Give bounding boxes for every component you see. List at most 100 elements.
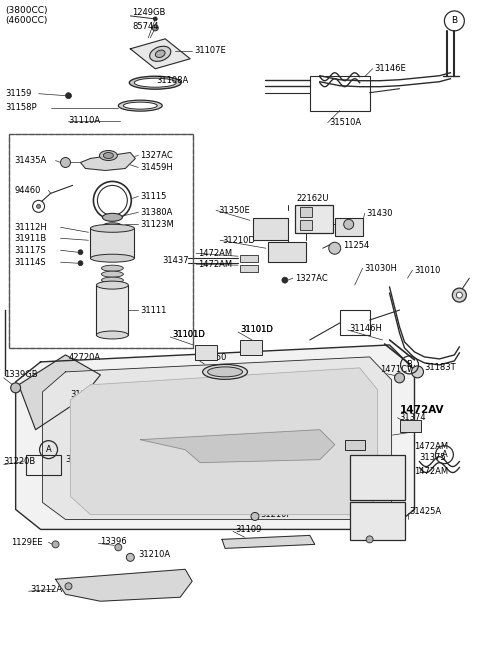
Ellipse shape bbox=[207, 367, 242, 377]
Circle shape bbox=[52, 541, 59, 548]
Bar bbox=[350, 503, 405, 541]
Bar bbox=[25, 455, 60, 474]
Bar bbox=[300, 220, 312, 231]
Text: 31350E: 31350E bbox=[218, 206, 250, 215]
Bar bbox=[240, 265, 258, 272]
Text: 31159: 31159 bbox=[6, 89, 32, 98]
Text: 31380A: 31380A bbox=[140, 208, 173, 217]
Ellipse shape bbox=[90, 254, 134, 262]
Bar bbox=[268, 242, 306, 262]
Text: 31123M: 31123M bbox=[140, 220, 174, 229]
Circle shape bbox=[411, 366, 423, 378]
Text: 31101E: 31101E bbox=[71, 390, 102, 399]
Text: 1339GB: 1339GB bbox=[4, 371, 37, 379]
Text: 1472AM: 1472AM bbox=[415, 442, 449, 451]
Polygon shape bbox=[222, 535, 315, 549]
Text: 31101D: 31101D bbox=[240, 325, 273, 334]
Text: 31425A: 31425A bbox=[409, 507, 442, 516]
Text: 1472AK: 1472AK bbox=[320, 430, 352, 439]
Polygon shape bbox=[56, 570, 192, 601]
Ellipse shape bbox=[99, 150, 117, 160]
Ellipse shape bbox=[134, 78, 176, 87]
Ellipse shape bbox=[150, 46, 171, 61]
Text: 31101D: 31101D bbox=[172, 330, 205, 340]
Text: 31150: 31150 bbox=[200, 353, 227, 363]
Text: 31111: 31111 bbox=[140, 306, 167, 315]
Text: 1129AC: 1129AC bbox=[360, 527, 392, 536]
Text: 31220B: 31220B bbox=[4, 457, 36, 466]
Text: 13396: 13396 bbox=[100, 537, 127, 546]
Text: A: A bbox=[46, 445, 51, 454]
Text: 31437: 31437 bbox=[162, 256, 189, 265]
Text: 31107E: 31107E bbox=[194, 46, 226, 55]
Text: B: B bbox=[407, 361, 412, 369]
Bar bbox=[340, 310, 370, 335]
Text: 1472AM: 1472AM bbox=[415, 467, 449, 476]
Circle shape bbox=[78, 250, 83, 255]
Ellipse shape bbox=[96, 331, 128, 339]
Ellipse shape bbox=[101, 265, 123, 271]
Bar bbox=[240, 255, 258, 262]
Circle shape bbox=[344, 219, 354, 229]
Bar bbox=[295, 206, 333, 233]
Text: 31430: 31430 bbox=[367, 209, 393, 218]
Circle shape bbox=[456, 292, 462, 298]
Text: 31435A: 31435A bbox=[15, 156, 47, 165]
Text: 31375: 31375 bbox=[420, 453, 446, 462]
Text: 94460: 94460 bbox=[15, 186, 41, 195]
Ellipse shape bbox=[103, 223, 121, 228]
Bar bbox=[310, 76, 370, 110]
Text: 31158P: 31158P bbox=[6, 103, 37, 112]
Circle shape bbox=[152, 25, 158, 31]
Text: 31117S: 31117S bbox=[15, 246, 47, 255]
Ellipse shape bbox=[101, 271, 123, 277]
Text: 1327AC: 1327AC bbox=[140, 151, 173, 160]
Bar bbox=[300, 208, 312, 217]
Bar bbox=[350, 455, 405, 499]
Text: B: B bbox=[451, 16, 457, 26]
Ellipse shape bbox=[129, 76, 181, 89]
Text: 31101D: 31101D bbox=[240, 325, 273, 334]
Text: 31210A: 31210A bbox=[138, 550, 170, 559]
Text: 85744: 85744 bbox=[132, 22, 159, 32]
Text: (4600CC): (4600CC) bbox=[6, 16, 48, 26]
Text: 31459H: 31459H bbox=[140, 163, 173, 172]
Polygon shape bbox=[71, 368, 378, 514]
Text: 31112H: 31112H bbox=[15, 223, 48, 232]
Bar bbox=[335, 218, 363, 237]
Circle shape bbox=[36, 204, 41, 208]
Ellipse shape bbox=[102, 214, 122, 221]
Text: 31109: 31109 bbox=[235, 525, 262, 534]
Text: 31101C: 31101C bbox=[65, 455, 98, 464]
Circle shape bbox=[153, 17, 157, 21]
Circle shape bbox=[452, 288, 467, 302]
Ellipse shape bbox=[90, 224, 134, 233]
Text: 31146E: 31146E bbox=[374, 64, 407, 73]
Bar bbox=[90, 228, 134, 258]
Circle shape bbox=[33, 200, 45, 212]
Circle shape bbox=[65, 93, 72, 99]
Text: 1327AC: 1327AC bbox=[295, 274, 327, 283]
Polygon shape bbox=[19, 355, 100, 430]
Text: 31210D: 31210D bbox=[222, 236, 255, 245]
Ellipse shape bbox=[101, 277, 123, 283]
Bar bbox=[345, 440, 365, 449]
Bar bbox=[253, 218, 288, 240]
Circle shape bbox=[115, 544, 122, 551]
Circle shape bbox=[251, 512, 259, 520]
Text: 31146H: 31146H bbox=[350, 323, 383, 332]
Ellipse shape bbox=[119, 100, 162, 111]
Text: 31115: 31115 bbox=[140, 192, 167, 201]
Text: 31114S: 31114S bbox=[15, 258, 46, 267]
Text: 11254: 11254 bbox=[343, 240, 369, 250]
Text: 31183T: 31183T bbox=[424, 363, 456, 373]
Text: 1129EE: 1129EE bbox=[11, 538, 42, 547]
Text: 31101D: 31101D bbox=[172, 330, 205, 340]
Text: 31210F: 31210F bbox=[260, 510, 291, 519]
Text: 1472AM: 1472AM bbox=[198, 260, 232, 269]
Circle shape bbox=[395, 373, 405, 383]
Text: A: A bbox=[442, 450, 447, 459]
Text: 1471CW: 1471CW bbox=[380, 365, 415, 374]
Circle shape bbox=[366, 536, 373, 543]
Text: 31911B: 31911B bbox=[15, 234, 47, 243]
